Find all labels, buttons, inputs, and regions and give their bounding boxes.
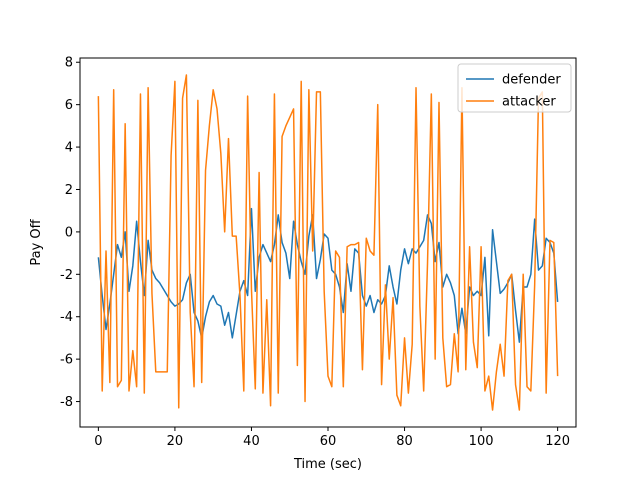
x-tick-label: 0: [94, 434, 102, 449]
x-tick-label: 60: [320, 434, 337, 449]
y-tick-label: 0: [65, 225, 73, 240]
y-axis-ticks: 8 6 4 2 0 -2 -4 -6 -8: [60, 56, 80, 410]
y-tick-label: 6: [65, 98, 73, 113]
x-tick-label: 80: [396, 434, 413, 449]
x-axis-ticks: 0 20 40 60 80 100 120: [94, 427, 570, 449]
series-line-defender: [97, 207, 559, 343]
x-tick-label: 20: [167, 434, 184, 449]
y-tick-label: 8: [65, 56, 73, 71]
y-axis-label: Pay Off: [29, 218, 44, 265]
legend-label-defender: defender: [502, 73, 561, 88]
y-tick-label: 2: [65, 183, 73, 198]
x-axis-label: Time (sec): [293, 457, 362, 472]
x-tick-label: 120: [545, 434, 570, 449]
y-tick-label: 4: [65, 141, 73, 156]
y-tick-label: -2: [60, 268, 73, 283]
x-tick-label: 100: [469, 434, 494, 449]
series-line-attacker: [97, 74, 559, 411]
y-tick-label: -6: [60, 353, 73, 368]
legend: defender attacker: [457, 63, 572, 113]
legend-label-attacker: attacker: [502, 95, 556, 110]
x-tick-label: 40: [243, 434, 260, 449]
y-tick-label: -8: [60, 395, 73, 410]
series-layer: [97, 74, 559, 411]
y-tick-label: -4: [60, 310, 73, 325]
legend-box: [457, 63, 572, 113]
